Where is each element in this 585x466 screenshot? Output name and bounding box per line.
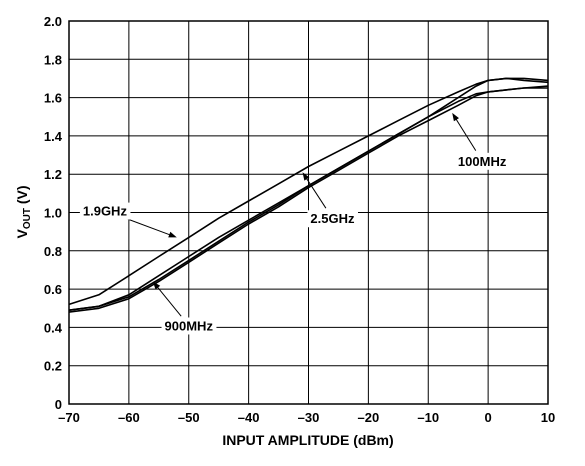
series-label-100mhz: 100MHz (458, 154, 507, 169)
x-tick-label: –20 (358, 410, 380, 425)
plot-frame (68, 20, 549, 405)
series-label-backing-100mhz (454, 152, 510, 170)
leader-line-900mhz (156, 285, 182, 317)
series-label-900mhz: 900MHz (165, 318, 214, 333)
y-tick-label: 1.2 (44, 167, 62, 182)
series-label-backing-2-5ghz (307, 210, 358, 228)
x-axis-title: INPUT AMPLITUDE (dBm) (222, 432, 393, 448)
series-line-900mhz (68, 85, 549, 311)
y-tick-label: 1.4 (44, 129, 63, 144)
y-axis-title-main: V (14, 229, 30, 239)
x-tick-label: –70 (58, 410, 80, 425)
series-group (68, 77, 549, 313)
leader-line-2-5ghz (305, 177, 327, 209)
y-tick-label: 0.4 (44, 320, 63, 335)
grid (68, 20, 549, 405)
x-tick-label: –50 (178, 410, 200, 425)
x-tick-label: 0 (485, 410, 492, 425)
tick-labels: –70 –60 –50 –40 –30 –20 –10 0 10 0 0.2 0.4 0.6 0.8 1.0… (44, 14, 555, 425)
y-tick-label: 0.2 (44, 359, 62, 374)
y-tick-label: 1.8 (44, 52, 62, 67)
y-axis-title-subscript: OUT (22, 208, 33, 229)
arrowhead-900mhz (152, 281, 161, 290)
arrowhead-2-5ghz (302, 172, 310, 181)
y-axis-title: VOUT (V) (14, 185, 33, 238)
leader-line-100mhz (454, 117, 477, 151)
series-label-1-9ghz: 1.9GHz (83, 204, 128, 219)
x-tick-label: 10 (541, 410, 555, 425)
series-label-2-5ghz: 2.5GHz (310, 211, 355, 226)
y-axis-title-unit: (V) (14, 185, 30, 208)
x-tick-label: –10 (417, 410, 439, 425)
y-tick-label: 0.8 (44, 244, 62, 259)
y-tick-label: 1.6 (44, 91, 62, 106)
series-label-backing-900mhz (161, 317, 217, 335)
annotation-group: 1.9GHz 2.5GHz 100MHz 900MHz (79, 112, 510, 335)
y-tick-label: 0 (55, 397, 62, 412)
y-tick-label: 1.0 (44, 206, 62, 221)
y-tick-label: 0.6 (44, 282, 62, 297)
y-tick-label: 2.0 (44, 14, 62, 29)
series-label-backing-1-9ghz (79, 202, 131, 220)
x-tick-label: –60 (118, 410, 140, 425)
x-tick-label: –40 (238, 410, 260, 425)
arrowhead-1-9ghz (168, 231, 177, 238)
arrowhead-100mhz (452, 112, 459, 122)
x-tick-label: –30 (298, 410, 320, 425)
